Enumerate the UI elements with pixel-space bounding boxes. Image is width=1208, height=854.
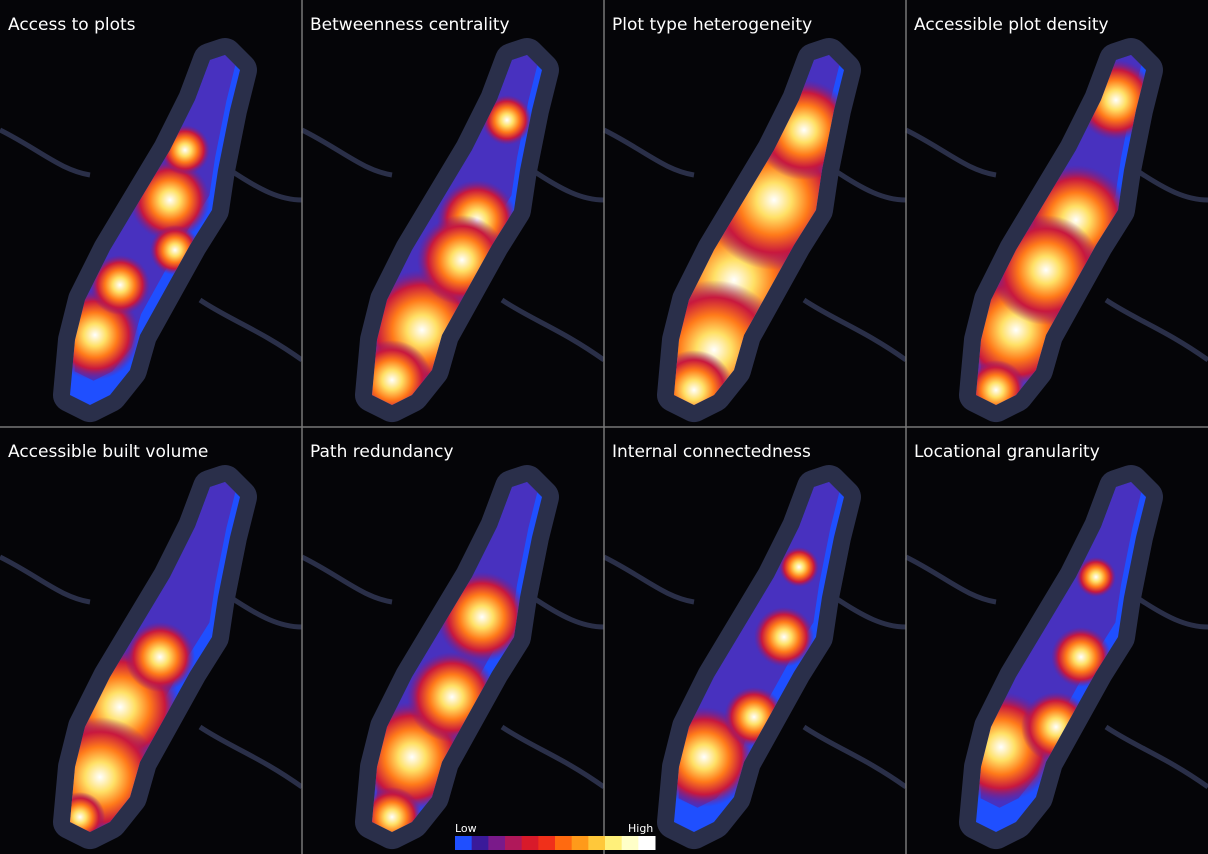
legend-swatch: [522, 836, 539, 850]
legend-swatch: [572, 836, 589, 850]
legend-swatch: [488, 836, 505, 850]
legend-swatch: [605, 836, 622, 850]
panel-title: Path redundancy: [310, 442, 454, 462]
panel-title: Accessible built volume: [8, 442, 208, 462]
map-panel: Accessible plot density: [906, 0, 1208, 427]
legend-swatch: [638, 836, 655, 850]
panel-title: Plot type heterogeneity: [612, 15, 812, 35]
map-grid: Access to plots Betweenness centrality Plo…: [0, 0, 1208, 854]
map-panel: Locational granularity: [906, 427, 1208, 854]
legend-swatch: [538, 836, 555, 850]
legend-low: Low: [455, 822, 477, 835]
map-panel: Access to plots: [0, 0, 302, 427]
panel-title: Access to plots: [8, 15, 136, 35]
legend-swatch: [505, 836, 522, 850]
map-panel: Internal connectedness: [604, 427, 906, 854]
map-panel: Accessible built volume: [0, 427, 302, 854]
panel-title: Accessible plot density: [914, 15, 1109, 35]
legend-swatch: [555, 836, 572, 850]
legend-high: High: [628, 822, 653, 835]
panel-title: Internal connectedness: [612, 442, 811, 462]
legend-swatch: [455, 836, 472, 850]
panel-title: Betweenness centrality: [310, 15, 510, 35]
map-panel: Betweenness centrality: [302, 0, 604, 427]
legend-swatch: [622, 836, 639, 850]
panel-title: Locational granularity: [914, 442, 1100, 462]
legend-swatch: [472, 836, 489, 850]
map-panel: Path redundancy: [302, 427, 604, 854]
legend-swatch: [588, 836, 605, 850]
map-panel: Plot type heterogeneity: [604, 0, 906, 430]
